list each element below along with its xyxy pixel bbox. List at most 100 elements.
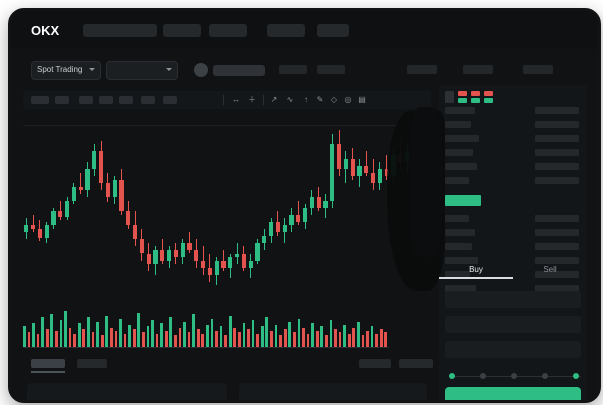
pair-selector[interactable] xyxy=(106,61,178,80)
shapes-icon[interactable]: ◇ xyxy=(330,95,338,104)
timeframe-3[interactable] xyxy=(79,96,93,104)
candle xyxy=(269,111,274,301)
order-book-ask-size[interactable] xyxy=(535,163,579,170)
trading-mode-selector[interactable]: Spot Trading xyxy=(31,61,101,80)
volume-bar xyxy=(270,330,273,347)
nav-item-4[interactable] xyxy=(317,24,349,37)
order-book-ask-size[interactable] xyxy=(535,135,579,142)
book-split-icon[interactable] xyxy=(458,91,467,103)
candlestick-chart[interactable] xyxy=(23,111,431,301)
order-book-ask-row[interactable] xyxy=(445,149,473,156)
magnet-icon[interactable]: ◎ xyxy=(344,95,352,104)
candle-wick xyxy=(223,249,225,272)
book-asks-icon[interactable] xyxy=(471,91,480,103)
order-amount-field[interactable] xyxy=(445,316,581,333)
bottom-panel-right xyxy=(239,383,427,400)
volume-bar xyxy=(215,330,218,347)
arrow-icon[interactable]: ↑ xyxy=(304,95,308,104)
volume-bar xyxy=(361,335,365,347)
volume-bar xyxy=(311,323,314,347)
asks-indicator xyxy=(471,91,480,96)
candle xyxy=(153,111,158,301)
order-book-ask-size[interactable] xyxy=(535,107,579,114)
order-book-ask-size[interactable] xyxy=(535,121,579,128)
order-book-bid-row[interactable] xyxy=(445,271,470,278)
slider-step-50[interactable] xyxy=(511,373,517,379)
timeframe-1[interactable] xyxy=(31,96,49,104)
bottom-tab-1[interactable] xyxy=(31,359,65,368)
volume-bar xyxy=(242,323,246,347)
order-book-ask-row[interactable] xyxy=(445,121,471,128)
order-price-field[interactable] xyxy=(445,291,581,308)
candle-body xyxy=(85,169,90,191)
bottom-tab-4[interactable] xyxy=(399,359,433,368)
timeframe-7[interactable] xyxy=(163,96,177,104)
bottom-tab-3[interactable] xyxy=(359,359,391,368)
order-book-bid-row[interactable] xyxy=(445,229,475,236)
order-book-ask-row[interactable] xyxy=(445,177,469,184)
nav-item-1[interactable] xyxy=(163,24,201,37)
order-book-bid-size[interactable] xyxy=(535,229,579,236)
timeframe-5[interactable] xyxy=(119,96,133,104)
bottom-tab-2[interactable] xyxy=(77,359,107,368)
order-book-ask-row[interactable] xyxy=(445,163,477,170)
volume-bar xyxy=(96,321,99,347)
order-book-bid-row[interactable] xyxy=(445,285,476,292)
timeframe-2[interactable] xyxy=(55,96,69,104)
tab-sell[interactable]: Sell xyxy=(543,265,557,274)
slider-step-100[interactable] xyxy=(573,373,579,379)
candle xyxy=(303,111,308,301)
order-book-mid-price xyxy=(445,195,481,206)
order-book-ask-row[interactable] xyxy=(445,135,479,142)
order-book-bid-size[interactable] xyxy=(535,285,579,292)
order-total-field[interactable] xyxy=(445,341,581,358)
volume-bar xyxy=(334,329,337,347)
tab-buy[interactable]: Buy xyxy=(469,265,483,274)
slider-step-75[interactable] xyxy=(542,373,548,379)
app-screen: OKX Spot Trading xyxy=(11,11,598,400)
order-book-bid-row[interactable] xyxy=(445,215,469,222)
volume-bar xyxy=(324,335,328,347)
order-book-view-toolbar[interactable] xyxy=(445,91,505,105)
candle-body xyxy=(364,165,369,173)
trendline-icon[interactable]: ↗ xyxy=(270,95,278,104)
slider-step-0[interactable] xyxy=(449,373,455,379)
order-book-ask-row[interactable] xyxy=(445,107,475,114)
order-book-bid-row[interactable] xyxy=(445,257,478,264)
order-book-bid-row[interactable] xyxy=(445,243,472,250)
okx-logo[interactable]: OKX xyxy=(31,23,60,38)
order-book-bid-size[interactable] xyxy=(535,215,579,222)
coin-avatar xyxy=(194,63,208,77)
order-book-ask-size[interactable] xyxy=(535,177,579,184)
timeframe-6[interactable] xyxy=(141,96,155,104)
book-bids-icon[interactable] xyxy=(484,91,493,103)
trash-icon[interactable]: ▤ xyxy=(358,95,366,104)
cursor-icon[interactable]: ↔ xyxy=(232,95,240,104)
order-book-bid-size[interactable] xyxy=(535,257,579,264)
crosshair-icon[interactable]: ＋ xyxy=(248,95,256,104)
search-input[interactable] xyxy=(83,24,157,37)
volume-bar xyxy=(91,332,95,347)
candle-wick xyxy=(80,172,82,194)
wave-icon[interactable]: ∿ xyxy=(286,95,294,104)
order-form-tabs[interactable]: Buy Sell xyxy=(439,263,587,283)
book-both-icon[interactable] xyxy=(445,91,454,103)
submit-buy-button[interactable] xyxy=(445,387,581,400)
chart-toolbar[interactable]: ↔ ＋ ↗ ∿ ↑ ✎ ◇ ◎ ▤ xyxy=(23,91,431,109)
candle-body xyxy=(330,144,335,201)
bids-indicator xyxy=(484,98,493,103)
volume-bar xyxy=(105,315,109,347)
slider-step-25[interactable] xyxy=(480,373,486,379)
volume-bar xyxy=(256,333,260,347)
nav-item-3[interactable] xyxy=(267,24,305,37)
pencil-icon[interactable]: ✎ xyxy=(316,95,324,104)
candle-body xyxy=(377,169,383,184)
order-book-ask-size[interactable] xyxy=(535,149,579,156)
candle xyxy=(255,111,260,301)
order-book-bid-size[interactable] xyxy=(535,243,579,250)
timeframe-4[interactable] xyxy=(99,96,113,104)
volume-bar xyxy=(379,329,383,347)
order-book-bid-size[interactable] xyxy=(535,271,579,278)
market-stat-5 xyxy=(523,65,553,74)
nav-item-2[interactable] xyxy=(209,24,247,37)
